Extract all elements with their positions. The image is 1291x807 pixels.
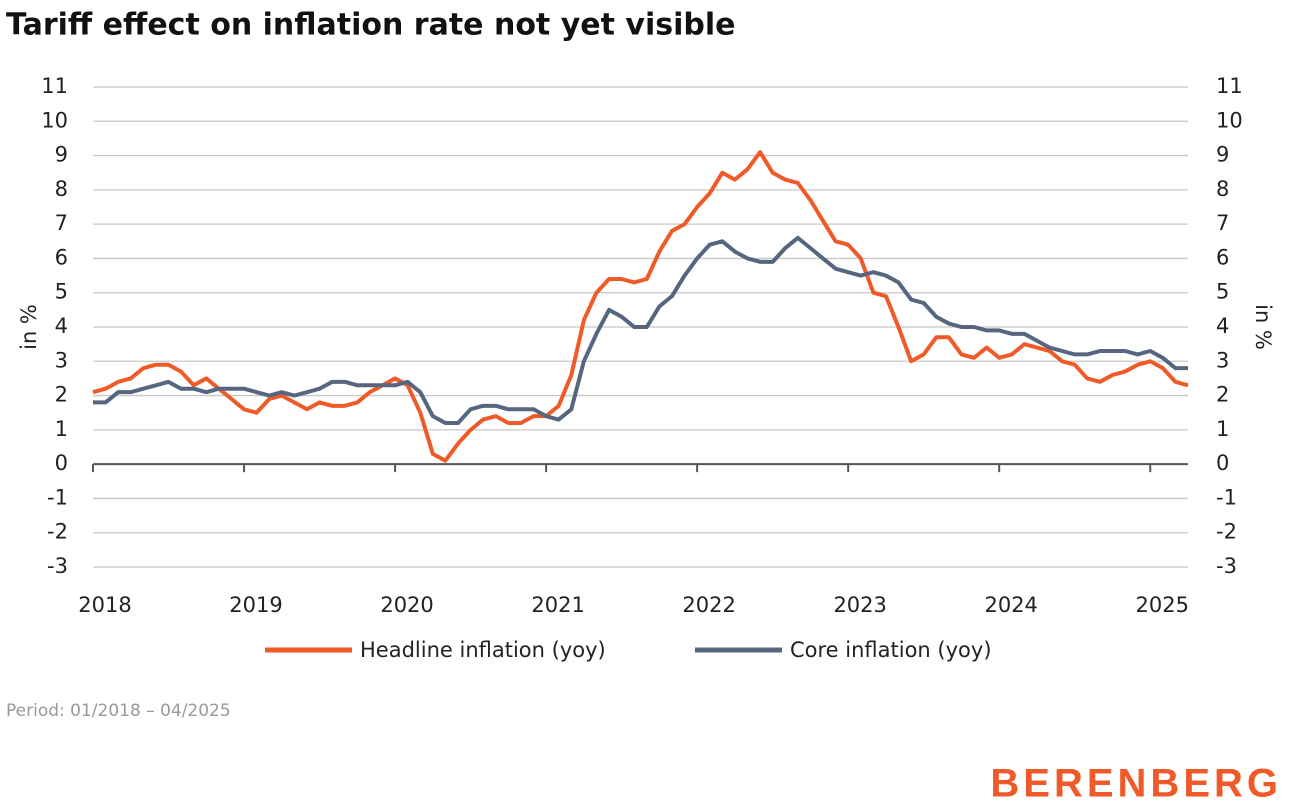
y2-tick-label: -1 — [1216, 485, 1237, 509]
y2-tick-label: 10 — [1216, 108, 1243, 132]
y-tick-label: 3 — [55, 348, 68, 372]
y-tick-label: 5 — [55, 280, 68, 304]
y2-tick-label: 6 — [1216, 245, 1229, 269]
y2-tick-label: -3 — [1216, 554, 1237, 578]
y-tick-label: 1 — [55, 417, 68, 441]
x-tick-label: 2022 — [682, 593, 735, 617]
y2-tick-label: 8 — [1216, 177, 1229, 201]
y2-tick-label: 11 — [1216, 74, 1243, 98]
y-tick-label: 10 — [41, 108, 68, 132]
y2-axis-label: in % — [1251, 304, 1275, 350]
x-tick-label: 2024 — [984, 593, 1037, 617]
x-tick-label: 2021 — [531, 593, 584, 617]
y-tick-label: 9 — [55, 143, 68, 167]
y-tick-label: 4 — [55, 314, 68, 338]
y-tick-label: 7 — [55, 211, 68, 235]
brand-logo: BERENBERG — [990, 762, 1282, 806]
chart-title: Tariff effect on inflation rate not yet … — [6, 8, 736, 43]
y2-tick-label: 4 — [1216, 314, 1229, 338]
y2-tick-label: 1 — [1216, 417, 1229, 441]
x-tick-label: 2025 — [1136, 593, 1189, 617]
y2-tick-label: 3 — [1216, 348, 1229, 372]
y-tick-label: -1 — [47, 485, 68, 509]
y-axis-label: in % — [17, 304, 41, 350]
y2-tick-label: 7 — [1216, 211, 1229, 235]
y2-tick-label: 0 — [1216, 451, 1229, 475]
y-tick-label: 6 — [55, 245, 68, 269]
y-tick-label: 0 — [55, 451, 68, 475]
x-tick-label: 2023 — [833, 593, 886, 617]
y-tick-label: 11 — [41, 74, 68, 98]
x-tick-label: 2020 — [380, 593, 433, 617]
data-line — [92, 150, 1189, 463]
y-tick-label: -3 — [47, 554, 68, 578]
y-tick-label: 2 — [55, 383, 68, 407]
y-tick-label: 8 — [55, 177, 68, 201]
y2-tick-label: 2 — [1216, 383, 1229, 407]
y2-tick-label: 5 — [1216, 280, 1229, 304]
data-line — [93, 235, 1188, 425]
footnote: Period: 01/2018 – 04/2025 — [6, 701, 231, 721]
y2-tick-label: 9 — [1216, 143, 1229, 167]
y-tick-label: -2 — [47, 520, 68, 544]
legend-label: Headline inflation (yoy) — [360, 638, 606, 662]
x-tick-label: 2019 — [229, 593, 282, 617]
y2-tick-label: -2 — [1216, 520, 1237, 544]
legend-label: Core inflation (yoy) — [790, 638, 992, 662]
x-tick-label: 2018 — [78, 593, 131, 617]
